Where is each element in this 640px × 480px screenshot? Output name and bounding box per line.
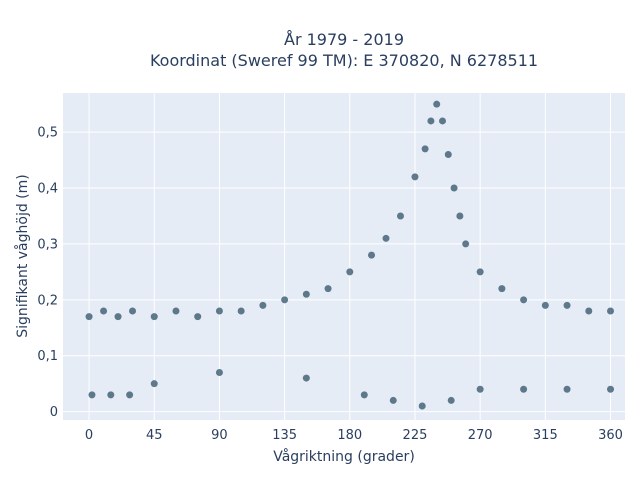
- data-point: [324, 285, 332, 293]
- y-tick-label: 0: [50, 405, 58, 420]
- x-tick-label: 270: [468, 428, 493, 443]
- x-tick-label: 45: [146, 428, 163, 443]
- data-point: [462, 240, 470, 248]
- data-point: [476, 268, 484, 276]
- x-tick-label: 90: [211, 428, 228, 443]
- data-point: [563, 301, 571, 309]
- data-point: [450, 184, 458, 192]
- data-point: [114, 313, 122, 321]
- data-point: [520, 296, 528, 304]
- y-tick-label: 0,1: [37, 349, 58, 364]
- data-point: [150, 313, 158, 321]
- data-point: [194, 313, 202, 321]
- data-point: [418, 402, 426, 410]
- data-point: [215, 307, 223, 315]
- data-point: [346, 268, 354, 276]
- data-point: [215, 368, 223, 376]
- grid-lines: [63, 93, 625, 420]
- plot-area: [63, 93, 625, 420]
- data-point: [382, 234, 390, 242]
- y-tick-label: 0,2: [37, 293, 58, 308]
- y-tick-label: 0,4: [37, 182, 58, 197]
- data-point: [150, 380, 158, 388]
- data-point: [100, 307, 108, 315]
- x-tick-label: 315: [533, 428, 558, 443]
- data-point: [129, 307, 137, 315]
- data-point: [563, 385, 571, 393]
- data-point: [447, 396, 455, 404]
- data-point: [520, 385, 528, 393]
- data-point: [498, 285, 506, 293]
- data-point: [360, 391, 368, 399]
- data-point: [476, 385, 484, 393]
- data-point: [259, 301, 267, 309]
- x-tick-labels: 0 45 90 135 180 225 270 315 360: [85, 428, 623, 443]
- x-tick-label: 360: [598, 428, 623, 443]
- x-tick-label: 180: [337, 428, 362, 443]
- data-point: [237, 307, 245, 315]
- chart-title-line-1: År 1979 - 2019: [284, 30, 404, 49]
- data-point: [456, 212, 464, 220]
- data-point: [85, 313, 93, 321]
- data-point: [172, 307, 180, 315]
- data-point: [88, 391, 96, 399]
- x-axis-title: Vågriktning (grader): [273, 448, 415, 465]
- data-point: [389, 396, 397, 404]
- y-axis-title: Signifikant våghöjd (m): [14, 174, 31, 337]
- x-tick-label: 225: [403, 428, 428, 443]
- data-point: [438, 117, 446, 125]
- x-tick-label: 0: [85, 428, 93, 443]
- data-point: [541, 301, 549, 309]
- data-point: [585, 307, 593, 315]
- data-point: [107, 391, 115, 399]
- data-points: [85, 100, 615, 410]
- chart-title-line-2: Koordinat (Sweref 99 TM): E 370820, N 62…: [150, 51, 538, 70]
- data-point: [421, 145, 429, 153]
- data-point: [411, 173, 419, 181]
- data-point: [444, 150, 452, 158]
- data-point: [368, 251, 376, 259]
- data-point: [607, 307, 615, 315]
- data-point: [396, 212, 404, 220]
- data-point: [607, 385, 615, 393]
- data-point: [427, 117, 435, 125]
- chart-title: År 1979 - 2019 Koordinat (Sweref 99 TM):…: [150, 30, 538, 70]
- y-tick-label: 0,3: [37, 237, 58, 252]
- data-point: [302, 290, 310, 298]
- data-point: [126, 391, 134, 399]
- data-point: [281, 296, 289, 304]
- data-point: [433, 100, 441, 108]
- y-tick-labels: 0 0,1 0,2 0,3 0,4 0,5: [37, 126, 58, 420]
- x-tick-label: 135: [272, 428, 297, 443]
- data-point: [302, 374, 310, 382]
- y-tick-label: 0,5: [37, 126, 58, 141]
